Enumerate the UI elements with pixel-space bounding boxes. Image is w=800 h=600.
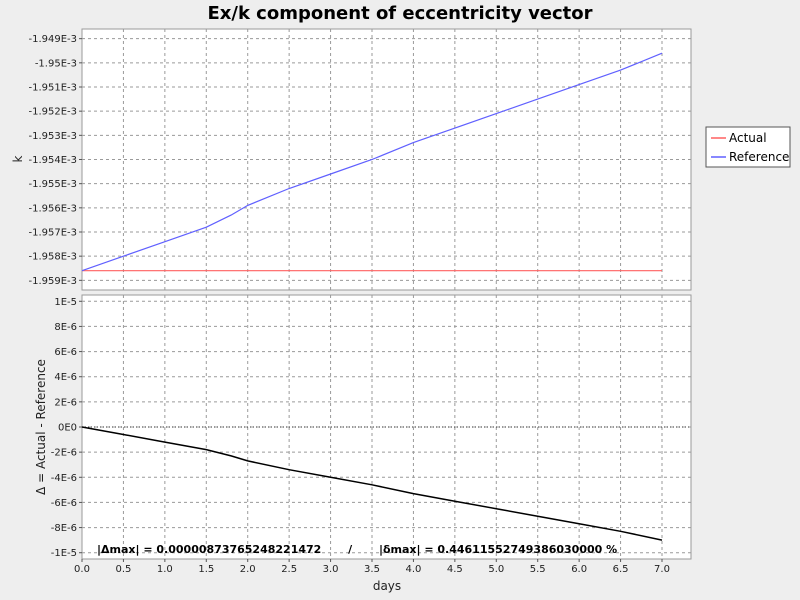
x-axis-label: days [373, 579, 401, 593]
x-tick-label: 6.0 [571, 564, 587, 575]
y-tick-label: -4E-6 [51, 473, 77, 484]
top-gridlines [81, 29, 691, 290]
x-tick-label: 1.0 [157, 564, 173, 575]
x-axis-ticks: 0.0 0.5 1.0 1.5 2.0 2.5 3.0 3.5 4.0 4.5 5.0 5.5 6.0 6… [74, 559, 670, 575]
bottom-y-axis-ticks: 1E-5 8E-6 6E-6 4E-6 2E-6 0E0 -2E-6 -4E-6 -6E-6 -8… [51, 297, 82, 559]
x-tick-label: 1.5 [198, 564, 214, 575]
y-tick-label: -6E-6 [51, 498, 77, 509]
y-tick-label: 1E-5 [54, 297, 77, 308]
y-tick-label: -1.951E-3 [28, 83, 77, 94]
top-y-axis-ticks: -1.949E-3 -1.95E-3 -1.951E-3 -1.952E-3 -1.95… [28, 34, 82, 287]
y-tick-label: 4E-6 [54, 372, 77, 383]
x-tick-label: 7.0 [654, 564, 670, 575]
y-tick-label: -2E-6 [51, 448, 77, 459]
y-tick-label: 0E0 [58, 423, 77, 434]
y-tick-label: -1E-5 [51, 548, 77, 559]
x-tick-label: 5.5 [530, 564, 546, 575]
y-tick-label: -8E-6 [51, 523, 77, 534]
bottom-gridlines [81, 295, 691, 559]
x-tick-label: 4.0 [405, 564, 421, 575]
y-tick-label: -1.949E-3 [28, 34, 77, 45]
legend-label-actual: Actual [729, 131, 767, 145]
bottom-y-axis-label: Δ = Actual - Reference [34, 359, 48, 495]
y-tick-label: 2E-6 [54, 397, 77, 408]
delta-max-annotation: |Δmax| = 0.00000873765248221472 / |δmax|… [97, 543, 617, 556]
y-tick-label: -1.956E-3 [28, 203, 77, 214]
y-tick-label: -1.959E-3 [28, 276, 77, 287]
x-tick-label: 3.0 [323, 564, 339, 575]
top-y-axis-label: k [11, 155, 25, 162]
x-tick-label: 6.5 [613, 564, 629, 575]
y-tick-label: -1.955E-3 [28, 179, 77, 190]
x-tick-label: 4.5 [447, 564, 463, 575]
series-line-reference [81, 52, 663, 272]
series-line-delta [81, 426, 663, 541]
x-tick-label: 2.5 [281, 564, 297, 575]
y-tick-label: -1.954E-3 [28, 155, 77, 166]
chart-title: Ex/k component of eccentricity vector [207, 3, 592, 24]
bottom-series-group [81, 426, 663, 541]
y-tick-label: 8E-6 [54, 322, 77, 333]
x-tick-label: 3.5 [364, 564, 380, 575]
y-tick-label: -1.95E-3 [35, 58, 77, 69]
top-plot-area [81, 28, 692, 291]
top-series-group [81, 52, 663, 272]
y-tick-label: -1.952E-3 [28, 107, 77, 118]
x-tick-label: 2.0 [240, 564, 256, 575]
x-tick-label: 0.5 [115, 564, 131, 575]
legend: Actual Reference [705, 126, 791, 168]
y-tick-label: -1.958E-3 [28, 252, 77, 263]
legend-label-reference: Reference [729, 150, 789, 164]
y-tick-label: -1.957E-3 [28, 228, 77, 239]
x-tick-label: 5.0 [488, 564, 504, 575]
y-tick-label: 6E-6 [54, 347, 77, 358]
x-tick-label: 0.0 [74, 564, 90, 575]
y-tick-label: -1.953E-3 [28, 131, 77, 142]
legend-box [705, 126, 791, 168]
